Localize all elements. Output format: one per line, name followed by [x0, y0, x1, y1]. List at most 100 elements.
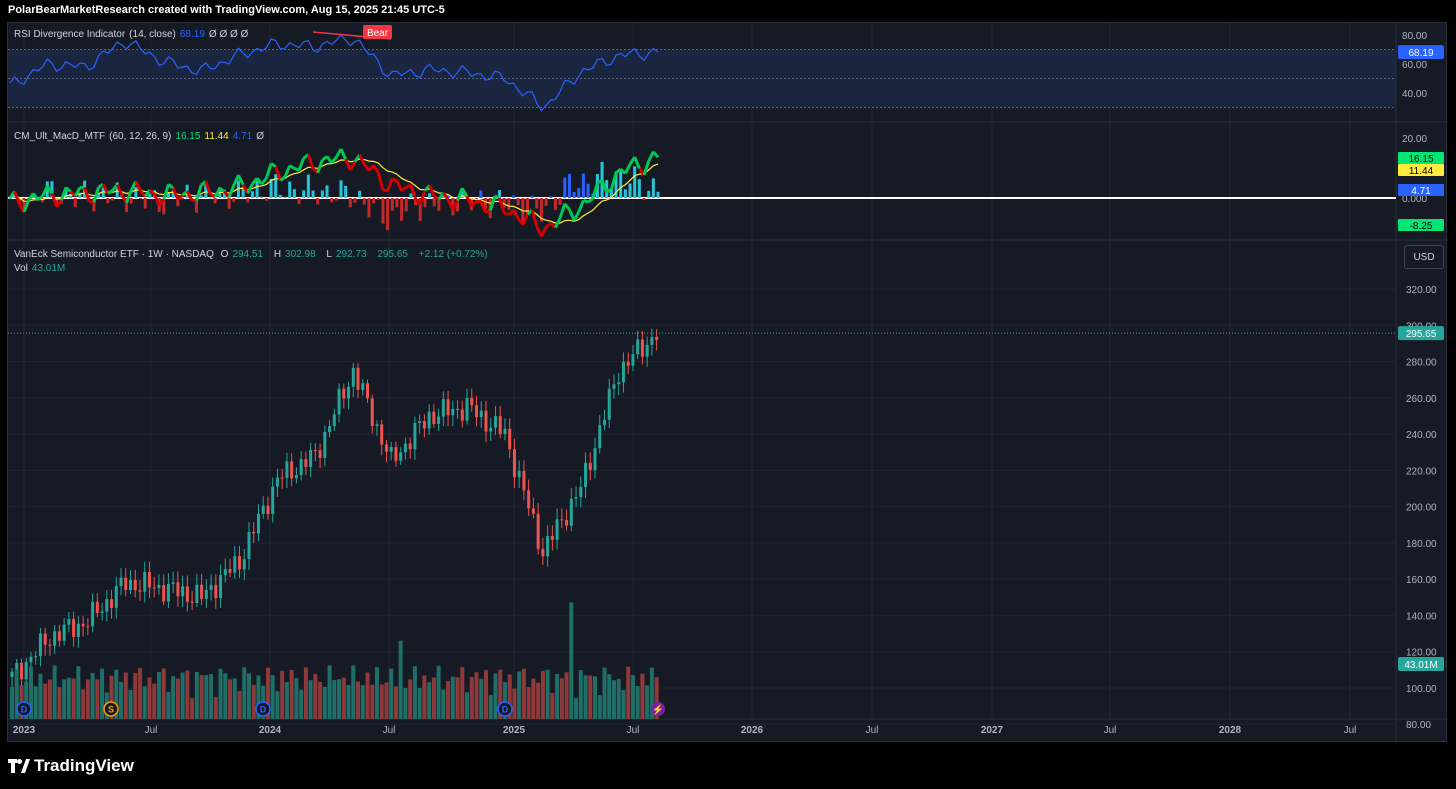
price-candle-body	[370, 398, 374, 426]
macd-line-segment	[376, 172, 385, 191]
macd-histogram-bar	[264, 198, 268, 201]
price-candle-body	[86, 626, 90, 628]
volume-bar	[152, 683, 157, 719]
macd-histogram-bar	[414, 198, 418, 206]
price-candle-body	[546, 536, 550, 557]
macd-line-segment	[494, 194, 501, 200]
event-marker	[255, 701, 271, 717]
volume-bar	[62, 679, 67, 719]
price-candle-body	[38, 633, 42, 657]
macd-line-segment	[274, 166, 282, 182]
price-axis-tick: 100.00	[1406, 684, 1437, 695]
price-candle-body	[498, 416, 502, 435]
price-candle-body	[176, 582, 180, 597]
macd-line-segment	[591, 182, 599, 200]
macd-histogram-bar	[563, 177, 567, 198]
macd-histogram-bar	[292, 189, 296, 198]
price-candle-body	[645, 344, 649, 357]
volume-bar	[346, 685, 351, 719]
macd-line-segment	[587, 197, 594, 204]
macd-histogram-bar	[97, 194, 101, 198]
price-candle-body	[565, 520, 569, 526]
macd-line-segment	[260, 177, 268, 185]
price-candle-body	[114, 586, 118, 608]
macd-histogram-bar	[418, 198, 422, 221]
event-marker	[497, 701, 513, 717]
price-candle-body	[76, 623, 80, 637]
macd-histogram-bar	[129, 198, 133, 204]
price-candle-body	[261, 505, 265, 514]
macd-histogram-bar	[437, 198, 441, 211]
volume-legend: Vol 43.01M	[14, 263, 69, 274]
price-candle-body	[603, 419, 606, 426]
time-tick-label: Jul	[1104, 725, 1117, 736]
chart-frame[interactable]: 2023 Jul 2024 Jul 2025 Jul 2026 Jul 2027 Jul 2028 J…	[7, 22, 1448, 743]
macd-histogram-bar	[581, 173, 585, 198]
macd-histogram-bar	[530, 195, 534, 198]
macd-line-segment	[563, 202, 571, 211]
volume-bar	[384, 682, 389, 719]
price-candle-body	[48, 644, 52, 646]
price-axis-tick: 240.00	[1406, 430, 1437, 441]
price-candle-body	[171, 582, 175, 585]
chart-canvas[interactable]: 2023 Jul 2024 Jul 2025 Jul 2026 Jul 2027 Jul 2028 J…	[8, 23, 1448, 743]
price-candle-body	[223, 569, 227, 576]
price-candle-body	[138, 590, 142, 592]
symbol-title[interactable]: VanEck Semiconductor ETF · 1W · NASDAQ	[14, 249, 214, 260]
price-candle-body	[67, 618, 71, 625]
macd-histogram-bar	[255, 180, 259, 198]
volume-bar	[204, 675, 209, 719]
volume-bar	[502, 682, 507, 719]
macd-histogram-bar	[390, 198, 394, 211]
event-marker-label: D	[21, 705, 28, 715]
macd-line-segment	[92, 186, 101, 203]
price-candle-body	[550, 536, 554, 540]
price-candle-body	[380, 424, 384, 445]
price-candle-body	[493, 416, 497, 428]
macd-histogram-bar	[330, 198, 334, 203]
time-tick-label: 2027	[981, 725, 1004, 736]
volume-bar	[185, 670, 190, 719]
price-candle-body	[555, 519, 559, 540]
price-axis-tick: 280.00	[1406, 358, 1437, 369]
volume-bar	[389, 668, 394, 719]
volume-bar	[280, 670, 285, 719]
currency-button[interactable]: USD	[1404, 245, 1444, 269]
volume-bar	[574, 698, 579, 719]
macd-line-segment	[372, 164, 380, 174]
volume-bar	[294, 678, 299, 719]
macd-histogram-bar	[353, 198, 357, 203]
volume-bar	[536, 682, 541, 719]
macd-line-segment	[185, 190, 194, 201]
macd-line-segment	[83, 187, 91, 203]
bear-label-box	[363, 25, 392, 39]
volume-bar	[640, 673, 645, 719]
price-candle-body	[219, 575, 223, 599]
macd-extra: Ø	[256, 131, 264, 142]
macd-line-segment	[428, 184, 436, 197]
macd-histogram-bar	[274, 174, 278, 198]
macd-histogram-bar	[446, 194, 450, 198]
rsi-line	[9, 34, 659, 112]
price-candle-body	[356, 367, 360, 390]
macd-histogram-bar	[101, 187, 105, 198]
ohlc-change: +2.12 (+0.72%)	[418, 249, 488, 260]
macd-histogram-bar	[362, 198, 366, 205]
macd-line-segment	[22, 199, 31, 213]
price-candle-body	[34, 656, 38, 658]
macd-line-segment	[418, 190, 427, 205]
volume-bar	[360, 685, 365, 719]
macd-histogram-bar	[204, 181, 208, 198]
volume-bar	[370, 684, 375, 719]
macd-histogram-bar	[567, 174, 571, 198]
macd-line-segment	[209, 193, 216, 199]
macd-line-segment	[386, 178, 394, 192]
price-candle-body	[593, 448, 597, 471]
volume-bar	[38, 673, 43, 719]
price-candle-body	[446, 399, 450, 416]
macd-line-segment	[465, 195, 473, 208]
macd-histogram-bar	[409, 193, 413, 198]
price-axis-tick: 260.00	[1406, 394, 1437, 405]
macd-name: CM_Ult_MacD_MTF	[14, 131, 106, 142]
macd-line-segment	[157, 198, 166, 207]
